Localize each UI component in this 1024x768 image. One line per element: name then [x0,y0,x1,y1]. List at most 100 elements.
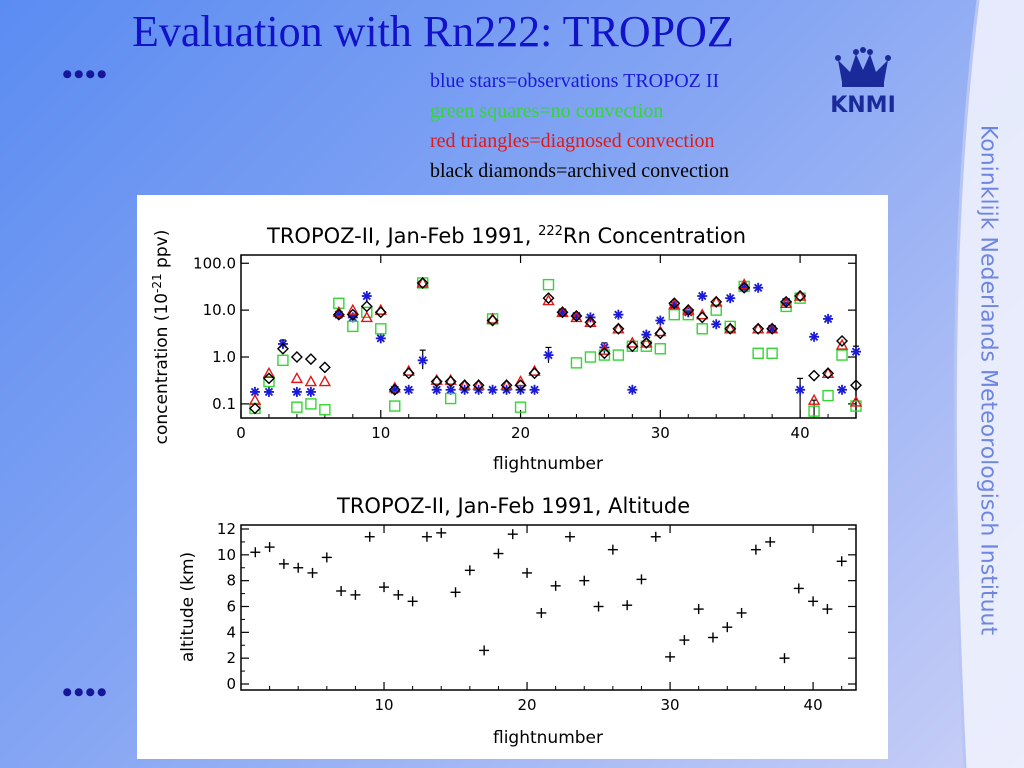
chart1-xlabel: flightnumber [493,454,603,474]
legend-item-diagnosed-convection: red triangles=diagnosed convection [430,130,715,152]
chart2-plot-frame [240,524,857,691]
chart1-point-triangle [346,303,360,315]
chart1-point-triangle [458,378,471,390]
chart1-point-diamond [724,322,737,335]
chart1-point-diamond [584,316,597,329]
chart1-point-star [305,386,316,397]
chart1-point-star [291,386,302,397]
chart1-point-diamond [570,309,583,322]
chart1-point-square [319,404,331,416]
chart2-point-plus [321,552,332,563]
chart2-point-plus [250,547,261,558]
chart1-point-star [795,384,806,395]
chart1-point-triangle [682,303,695,315]
chart1-point-diamond [374,306,387,319]
chart1-point-diamond [360,300,373,313]
chart2-point-plus [379,582,390,593]
chart2-xtick-label: 10 [374,696,393,714]
chart2-point-plus [622,600,633,611]
chart1-point-star [627,384,638,395]
chart1-point-square [836,349,848,361]
chart2-point-plus [722,622,733,633]
chart2-point-plus [650,531,661,542]
bullet-top: •••• [62,58,109,91]
chart1-point-diamond [402,367,415,380]
chart2-axes: 0 2 4 6 8 10 12 10 20 30 40 [217,520,856,714]
chart2-ylabel: altitude (km) [178,552,198,662]
chart1-point-diamond [430,375,443,388]
chart1-point-triangle [290,371,304,384]
chart1-point-triangle [640,336,653,348]
chart1-point-star [375,333,386,344]
chart1-point-square [808,405,820,417]
chart1-point-square [766,347,778,359]
chart1-point-triangle [500,378,513,390]
chart2-point-plus [593,601,604,612]
chart2-point-plus [464,565,475,576]
chart1-point-square [249,402,261,415]
chart2-point-plus [393,589,404,600]
chart2-point-plus [607,544,618,555]
chart1-point-diamond [444,375,457,388]
chart2-point-plus [479,645,490,656]
chart1-point-diamond [794,290,807,303]
chart1-point-diamond [514,379,527,392]
chart1-point-triangle [612,322,625,334]
chart1-point-diamond [388,383,401,396]
chart1-ylabel: concentration (10-21 ppv) [150,230,172,445]
chart2-point-plus [336,586,347,596]
chart1-point-square [738,280,750,293]
chart1-point-diamond [500,379,513,392]
chart1-point-square [347,320,359,333]
chart2-ytick-label: 4 [226,623,236,641]
chart2-point-plus [750,544,761,555]
chart1-xtick-label: 0 [236,424,246,442]
chart1-point-triangle [765,322,779,334]
chart2-point-plus [793,583,804,594]
legend-item-observations: blue stars=observations TROPOZ II [430,70,720,92]
chart2-xtick-label: 20 [517,696,536,714]
legend-item-no-convection: green squares=no convection [430,100,664,122]
chart2-point-plus [779,653,790,664]
chart1-point-square [305,398,317,410]
chart1-xtick-label: 30 [651,424,670,442]
chart2-ytick-label: 10 [217,546,236,564]
chart2-ytick-label: 8 [226,572,236,590]
chart1-point-diamond [304,353,317,366]
chart1-point-triangle [849,395,863,407]
chart1-point-triangle [318,375,332,387]
chart1-point-star [417,355,428,366]
chart2-title: TROPOZ-II, Jan-Feb 1991, Altitude [336,494,690,518]
chart1-point-square [389,400,401,412]
chart2-point-plus [421,531,432,542]
chart2-point-plus [707,632,718,643]
crown-icon [835,47,891,87]
chart1-point-diamond [682,304,695,317]
chart1-point-diamond [262,372,275,385]
chart1-point-square [654,343,667,355]
chart1-point-triangle [416,276,429,288]
chart1-point-triangle [584,315,597,328]
chart2-point-plus [836,556,847,567]
chart1-point-square [696,323,708,335]
chart1-point-star [529,384,540,395]
chart1-point-diamond [472,379,485,392]
chart1-point-star [711,319,722,330]
chart1-point-square [263,375,275,388]
chart1-point-diamond [332,308,345,321]
chart1-point-diamond [598,347,611,360]
chart1-point-triangle [696,308,709,320]
chart2-point-plus [765,536,776,547]
chart2-point-plus [436,527,447,538]
chart2-point-plus [665,651,676,662]
chart1-point-diamond [276,342,289,355]
chart1-point-diamond [528,367,541,380]
chart2-point-plus [679,635,690,646]
chart1-point-square [444,392,457,405]
chart1-point-triangle [835,338,849,350]
chart1-point-square [570,357,583,369]
bullet-bottom: •••• [62,676,109,709]
chart1-point-diamond [248,402,261,415]
chart2-point-plus [693,604,704,615]
chart1-point-star [753,282,764,293]
